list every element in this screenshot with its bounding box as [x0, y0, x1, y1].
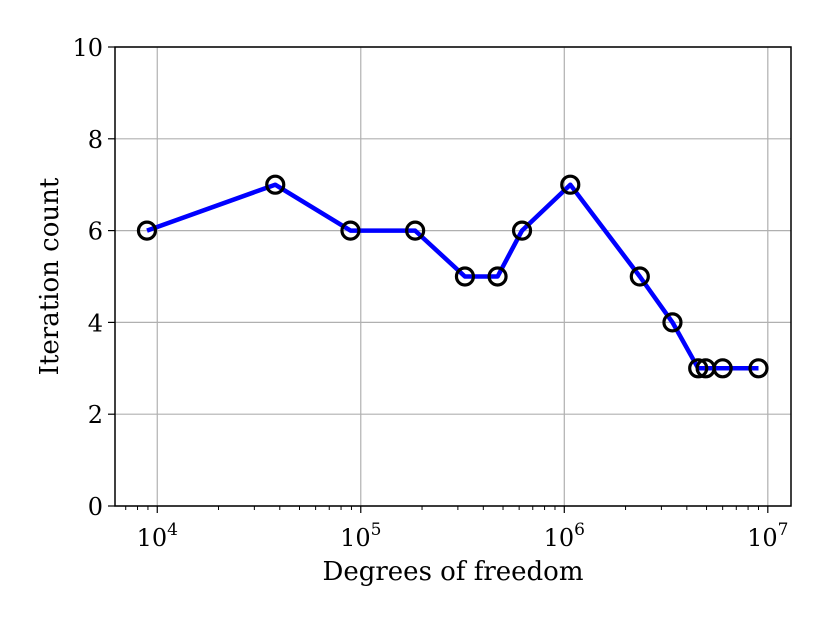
data-point — [629, 266, 650, 287]
data-point — [487, 266, 508, 287]
data-point — [662, 312, 683, 333]
x-tick-label: 107 — [747, 520, 788, 552]
x-tick-label: 104 — [137, 520, 178, 552]
data-point — [405, 220, 426, 241]
data-point — [748, 358, 769, 379]
data-point — [712, 358, 733, 379]
data-point — [136, 220, 158, 241]
y-tick-label: 8 — [88, 126, 103, 154]
x-axis-label: Degrees of freedom — [322, 557, 583, 587]
series-line — [146, 182, 759, 371]
ticks: 104 105 106 107 0 2 4 6 8 10 — [72, 34, 788, 552]
data-point — [511, 220, 533, 241]
y-tick-label: 0 — [88, 493, 103, 521]
data-point — [265, 174, 286, 195]
y-tick-label: 4 — [88, 309, 103, 337]
y-axis-label: Iteration count — [35, 177, 65, 375]
x-tick-label: 106 — [544, 520, 585, 552]
data-point — [454, 266, 476, 287]
data-point — [688, 358, 709, 379]
x-tick-label: 105 — [340, 520, 381, 552]
data-point — [340, 220, 361, 241]
y-tick-label: 10 — [72, 34, 103, 62]
plot-frame — [114, 46, 792, 507]
series-group — [136, 174, 769, 379]
y-tick-label: 6 — [88, 218, 103, 246]
y-tick-label: 2 — [88, 401, 103, 429]
data-point — [560, 174, 581, 195]
